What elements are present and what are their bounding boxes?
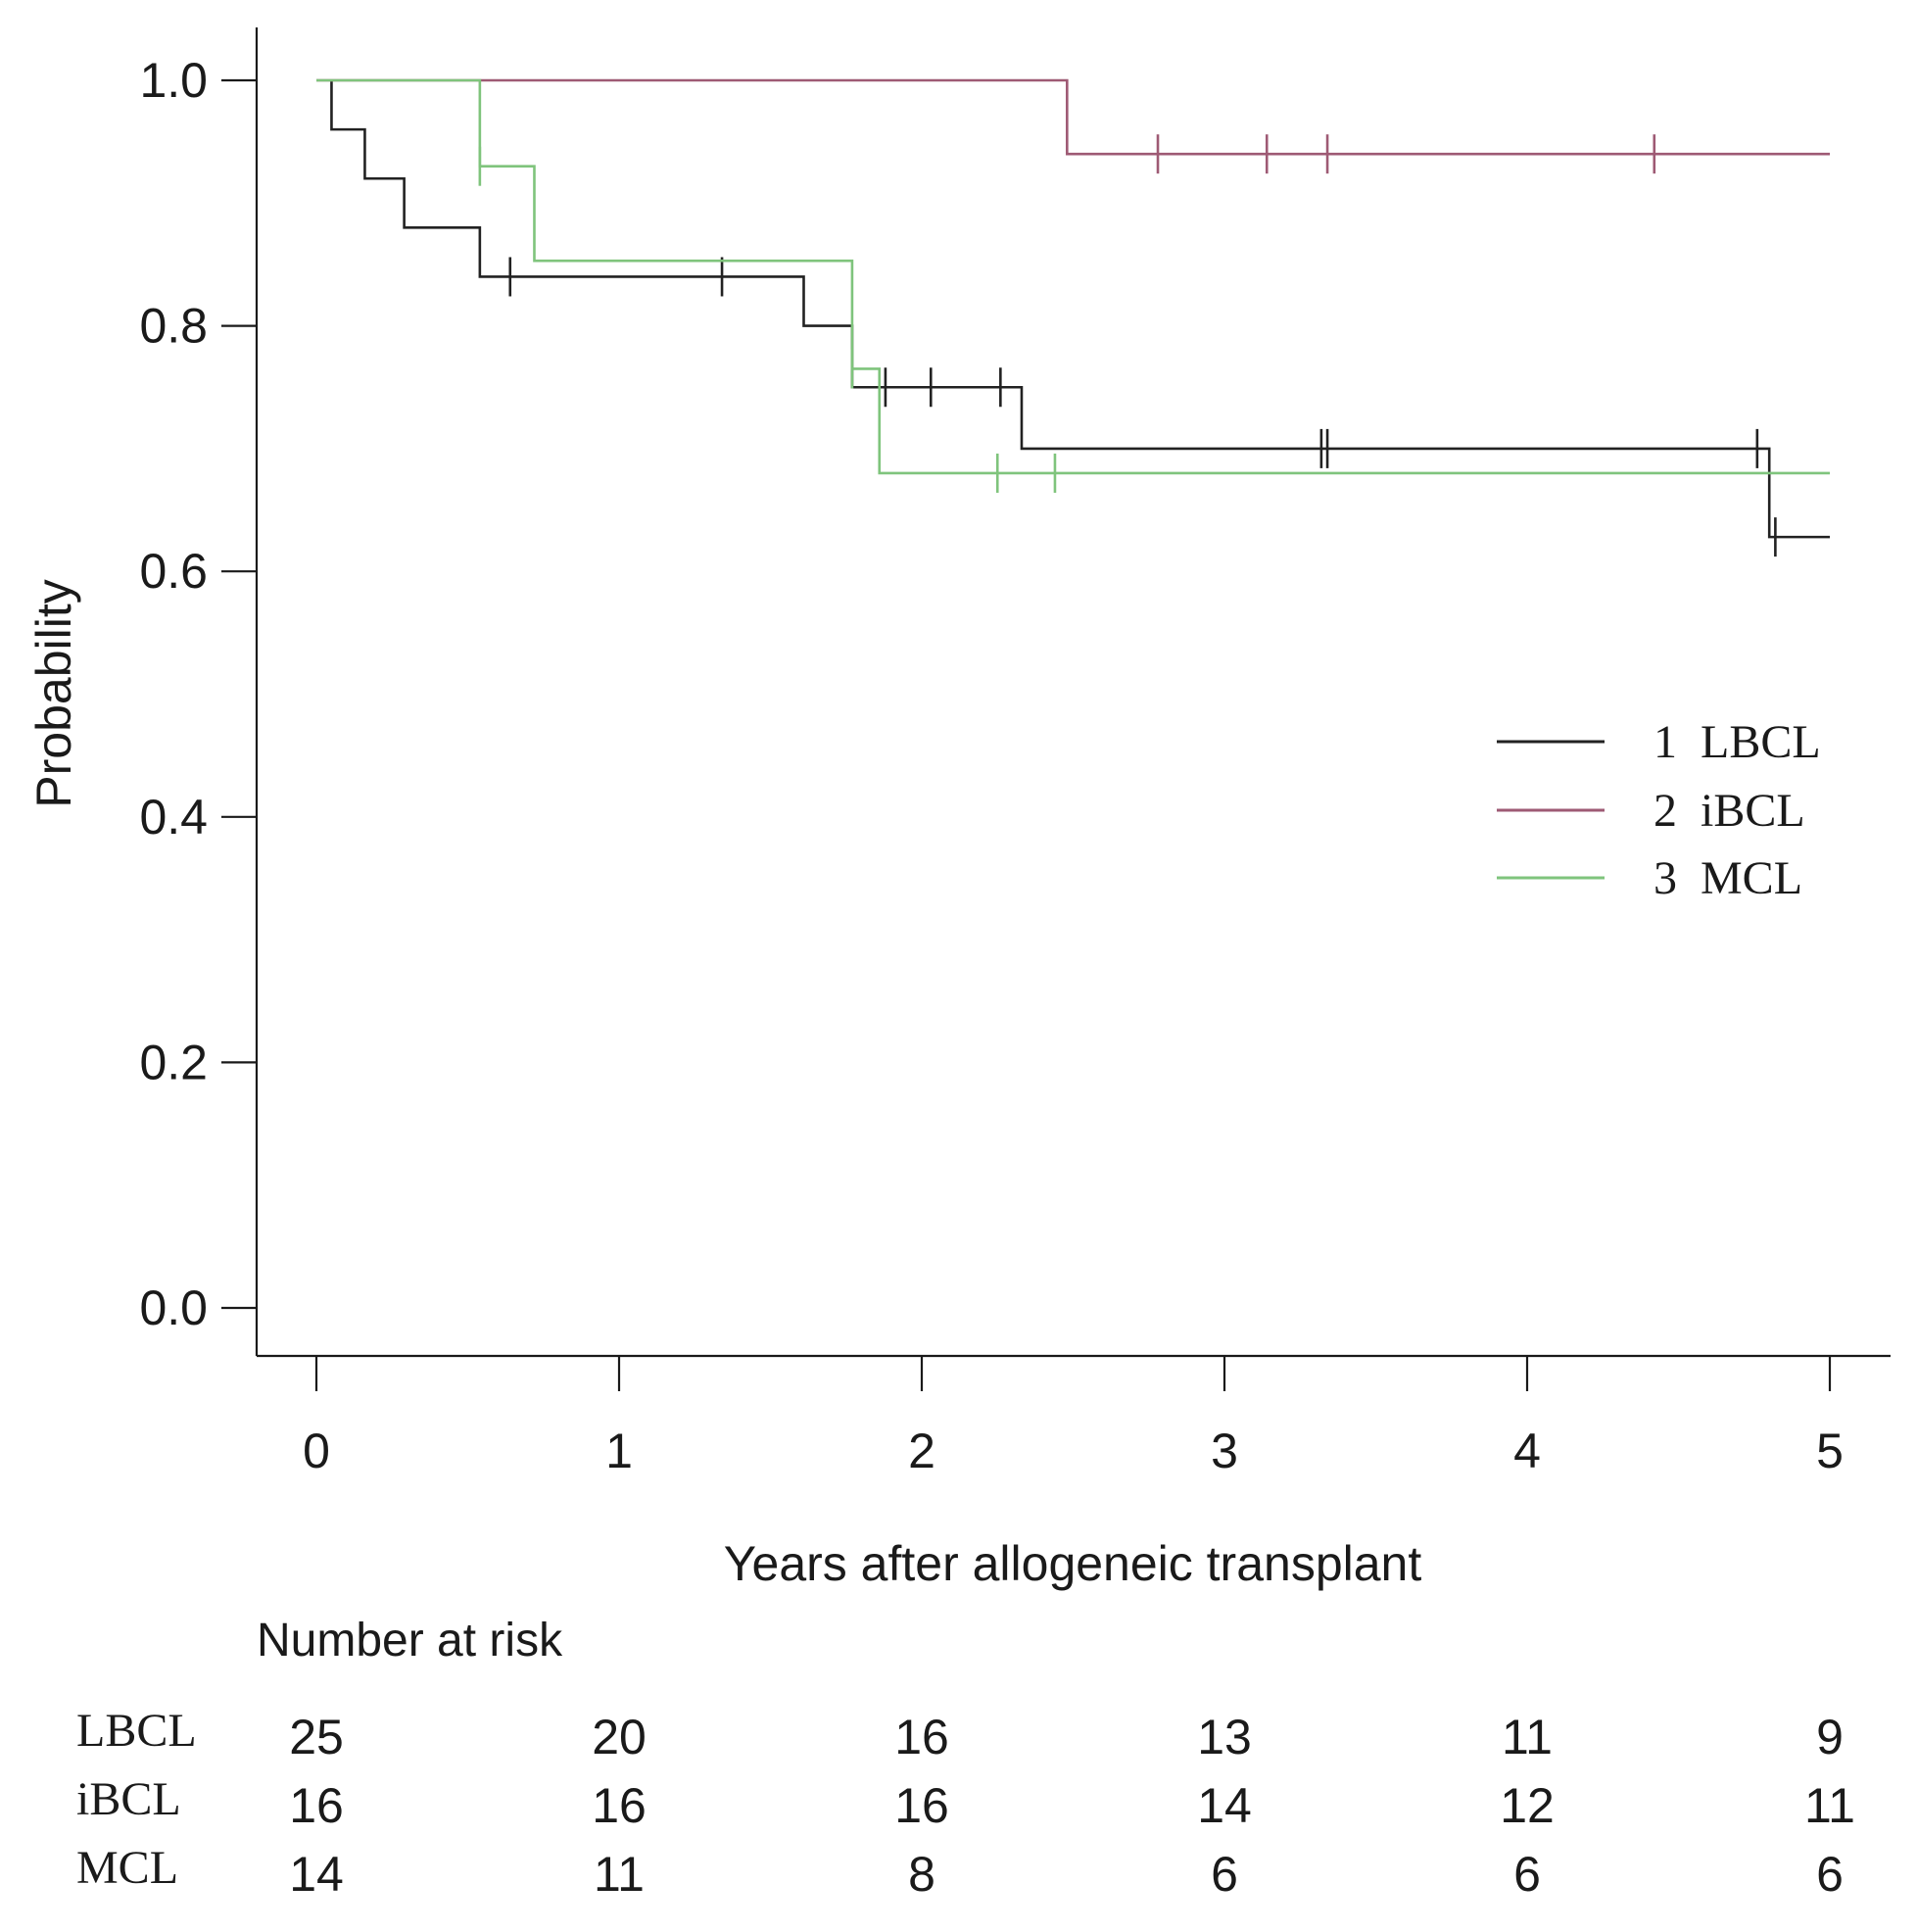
risk-value: 14 — [1197, 1778, 1252, 1833]
y-tick-label: 0.8 — [139, 299, 208, 354]
risk-value: 11 — [594, 1847, 645, 1902]
risk-table: LBCL 25 20 16 13 11 9 iBCL 16 16 16 14 12 11 MCL 14 11 8 6… — [76, 1705, 1855, 1902]
risk-value: 11 — [1502, 1710, 1553, 1764]
x-tick-label: 2 — [908, 1424, 935, 1478]
risk-row-label: LBCL — [76, 1705, 197, 1757]
y-tick-label: 0.4 — [139, 790, 208, 845]
legend-label-lbcl: 1 LBCL — [1653, 716, 1821, 768]
y-tick-label: 1.0 — [139, 53, 208, 108]
y-tick-label: 0.0 — [139, 1280, 208, 1335]
x-tick-label: 5 — [1816, 1424, 1844, 1478]
risk-value: 12 — [1500, 1778, 1555, 1833]
risk-value: 8 — [908, 1847, 935, 1902]
risk-value: 9 — [1816, 1710, 1844, 1764]
km-curve-ibcl — [316, 78, 1830, 156]
x-tick-label: 1 — [605, 1424, 633, 1478]
series-layer — [316, 78, 1830, 557]
km-curve-lbcl — [330, 80, 1830, 539]
risk-value: 6 — [1816, 1847, 1844, 1902]
x-axis-title: Years after allogeneic transplant — [724, 1536, 1422, 1591]
risk-row-label: MCL — [76, 1842, 178, 1894]
risk-value: 6 — [1211, 1847, 1238, 1902]
risk-value: 16 — [894, 1710, 949, 1764]
x-tick-label: 0 — [303, 1424, 330, 1478]
y-tick-label: 0.2 — [139, 1035, 208, 1089]
legend-label-ibcl: 2 iBCL — [1653, 785, 1805, 837]
risk-value: 16 — [894, 1778, 949, 1833]
risk-value: 6 — [1513, 1847, 1541, 1902]
y-axis: 0.0 0.2 0.4 0.6 0.8 1.0 — [139, 53, 257, 1335]
series-ibcl — [316, 78, 1830, 174]
risk-value: 25 — [289, 1710, 344, 1764]
legend: 1 LBCL 2 iBCL 3 MCL — [1497, 716, 1821, 904]
risk-table-title: Number at risk — [257, 1615, 563, 1666]
y-tick-label: 0.6 — [139, 544, 208, 599]
risk-value: 11 — [1804, 1778, 1855, 1833]
x-tick-label: 3 — [1211, 1424, 1238, 1478]
x-axis: 0 1 2 3 4 5 — [303, 1356, 1844, 1478]
y-axis-title: Probability — [26, 579, 81, 807]
risk-value: 16 — [289, 1778, 344, 1833]
risk-value: 13 — [1197, 1710, 1252, 1764]
risk-value: 16 — [592, 1778, 647, 1833]
series-mcl — [316, 78, 1830, 493]
x-tick-label: 4 — [1513, 1424, 1541, 1478]
risk-value: 20 — [592, 1710, 647, 1764]
legend-label-mcl: 3 MCL — [1653, 852, 1802, 904]
risk-row-label: iBCL — [76, 1773, 181, 1825]
series-lbcl — [330, 80, 1830, 557]
km-curve-mcl — [316, 78, 1830, 475]
risk-value: 14 — [289, 1847, 344, 1902]
